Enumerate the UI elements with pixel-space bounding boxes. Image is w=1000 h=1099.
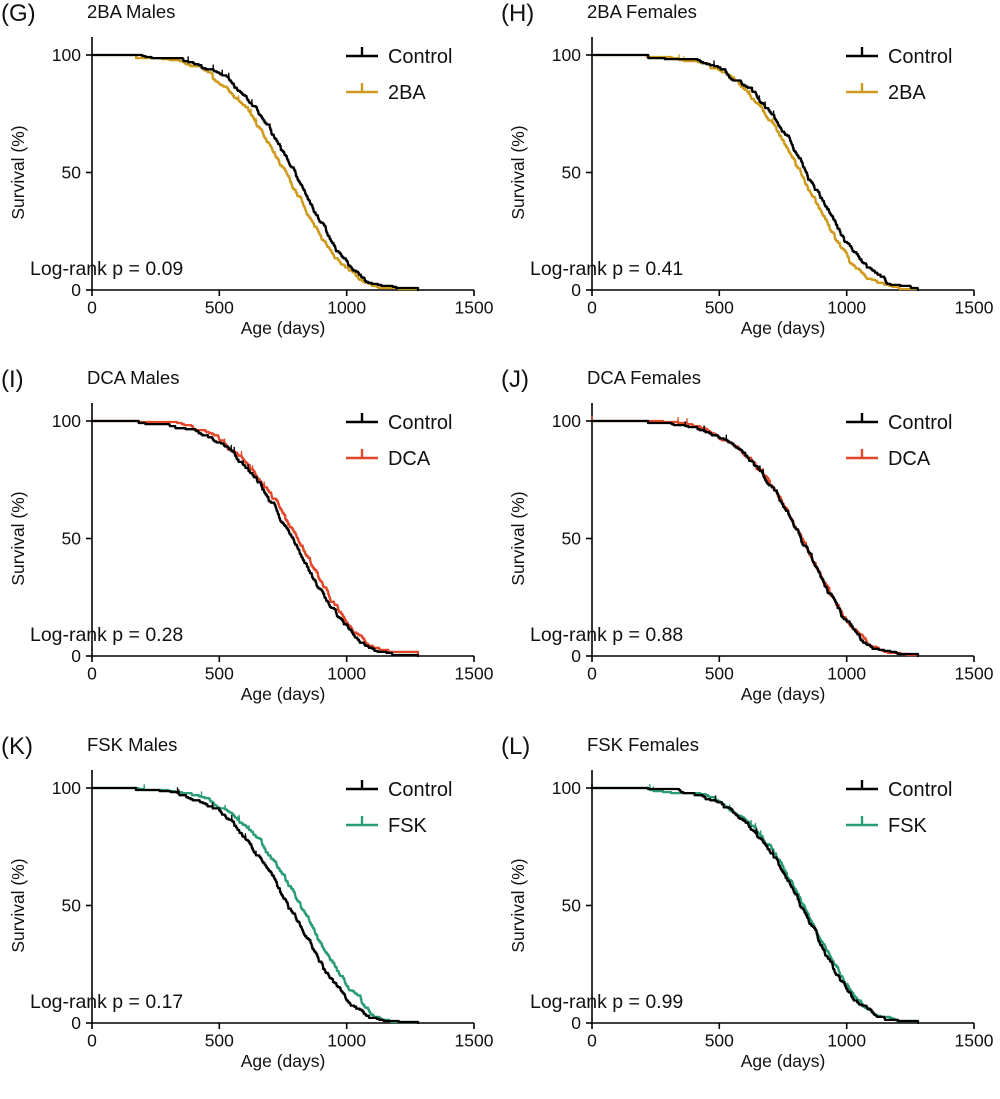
svg-text:Survival (%): Survival (%) (8, 858, 28, 952)
svg-text:Survival (%): Survival (%) (508, 858, 528, 952)
svg-text:50: 50 (562, 895, 582, 915)
svg-text:2BA Females: 2BA Females (587, 1, 697, 22)
svg-text:Control: Control (888, 412, 952, 434)
svg-text:0: 0 (71, 1013, 81, 1033)
svg-text:Age (days): Age (days) (741, 318, 826, 338)
svg-text:0: 0 (587, 1030, 597, 1050)
svg-text:DCA: DCA (888, 448, 931, 470)
svg-text:Log-rank p = 0.99: Log-rank p = 0.99 (530, 991, 683, 1013)
svg-text:1500: 1500 (455, 297, 494, 317)
svg-text:500: 500 (705, 664, 734, 684)
svg-text:Log-rank p = 0.17: Log-rank p = 0.17 (30, 991, 183, 1013)
svg-text:0: 0 (87, 1030, 97, 1050)
svg-text:0: 0 (87, 664, 97, 684)
svg-text:0: 0 (587, 297, 597, 317)
svg-text:500: 500 (205, 297, 234, 317)
svg-text:FSK Females: FSK Females (587, 734, 699, 755)
svg-text:100: 100 (552, 778, 581, 798)
svg-text:1500: 1500 (955, 664, 994, 684)
svg-text:2BA Males: 2BA Males (87, 1, 175, 22)
svg-text:DCA Males: DCA Males (87, 367, 179, 388)
svg-text:Log-rank p = 0.09: Log-rank p = 0.09 (30, 258, 183, 280)
svg-text:(G): (G) (1, 0, 36, 27)
svg-text:0: 0 (87, 297, 97, 317)
svg-text:100: 100 (52, 45, 81, 65)
svg-text:100: 100 (52, 411, 81, 431)
svg-text:1500: 1500 (455, 664, 494, 684)
svg-text:Control: Control (388, 412, 452, 434)
svg-text:Survival (%): Survival (%) (8, 125, 28, 219)
svg-text:(K): (K) (1, 733, 33, 760)
svg-text:Age (days): Age (days) (741, 1051, 826, 1071)
svg-text:Control: Control (388, 46, 452, 68)
svg-text:1000: 1000 (827, 664, 866, 684)
svg-text:1000: 1000 (827, 297, 866, 317)
svg-text:1000: 1000 (327, 1030, 366, 1050)
svg-text:50: 50 (62, 895, 82, 915)
svg-text:Age (days): Age (days) (741, 684, 826, 704)
svg-text:1500: 1500 (955, 297, 994, 317)
svg-text:DCA: DCA (388, 448, 431, 470)
svg-text:2BA: 2BA (888, 82, 926, 104)
svg-text:(J): (J) (501, 366, 529, 393)
svg-text:Control: Control (888, 46, 952, 68)
svg-text:Log-rank p = 0.88: Log-rank p = 0.88 (530, 624, 683, 646)
svg-text:FSK: FSK (388, 815, 428, 837)
svg-text:1000: 1000 (327, 664, 366, 684)
svg-text:100: 100 (552, 45, 581, 65)
svg-text:100: 100 (52, 778, 81, 798)
svg-text:Control: Control (388, 779, 452, 801)
svg-text:0: 0 (71, 280, 81, 300)
svg-text:Log-rank p = 0.28: Log-rank p = 0.28 (30, 624, 183, 646)
svg-text:100: 100 (552, 411, 581, 431)
svg-text:(L): (L) (501, 733, 530, 760)
svg-text:FSK: FSK (888, 815, 928, 837)
svg-text:Control: Control (888, 779, 952, 801)
svg-text:500: 500 (705, 297, 734, 317)
svg-text:Age (days): Age (days) (241, 318, 326, 338)
svg-text:2BA: 2BA (388, 82, 426, 104)
svg-text:1500: 1500 (955, 1030, 994, 1050)
svg-text:50: 50 (562, 529, 582, 549)
svg-text:DCA Females: DCA Females (587, 367, 701, 388)
svg-text:1000: 1000 (327, 297, 366, 317)
svg-text:Survival (%): Survival (%) (508, 492, 528, 586)
svg-text:Survival (%): Survival (%) (508, 125, 528, 219)
svg-text:Log-rank p = 0.41: Log-rank p = 0.41 (530, 258, 683, 280)
svg-text:50: 50 (62, 529, 82, 549)
svg-text:500: 500 (205, 1030, 234, 1050)
svg-text:0: 0 (571, 646, 581, 666)
svg-text:(I): (I) (1, 366, 24, 393)
svg-text:FSK Males: FSK Males (87, 734, 177, 755)
svg-text:0: 0 (571, 1013, 581, 1033)
svg-text:50: 50 (562, 162, 582, 182)
svg-text:Age (days): Age (days) (241, 1051, 326, 1071)
svg-text:0: 0 (571, 280, 581, 300)
svg-text:(H): (H) (501, 0, 534, 27)
svg-text:50: 50 (62, 162, 82, 182)
svg-text:Age (days): Age (days) (241, 684, 326, 704)
svg-text:1500: 1500 (455, 1030, 494, 1050)
svg-text:1000: 1000 (827, 1030, 866, 1050)
svg-text:500: 500 (705, 1030, 734, 1050)
svg-text:0: 0 (587, 664, 597, 684)
svg-text:500: 500 (205, 664, 234, 684)
svg-text:0: 0 (71, 646, 81, 666)
svg-text:Survival (%): Survival (%) (8, 492, 28, 586)
